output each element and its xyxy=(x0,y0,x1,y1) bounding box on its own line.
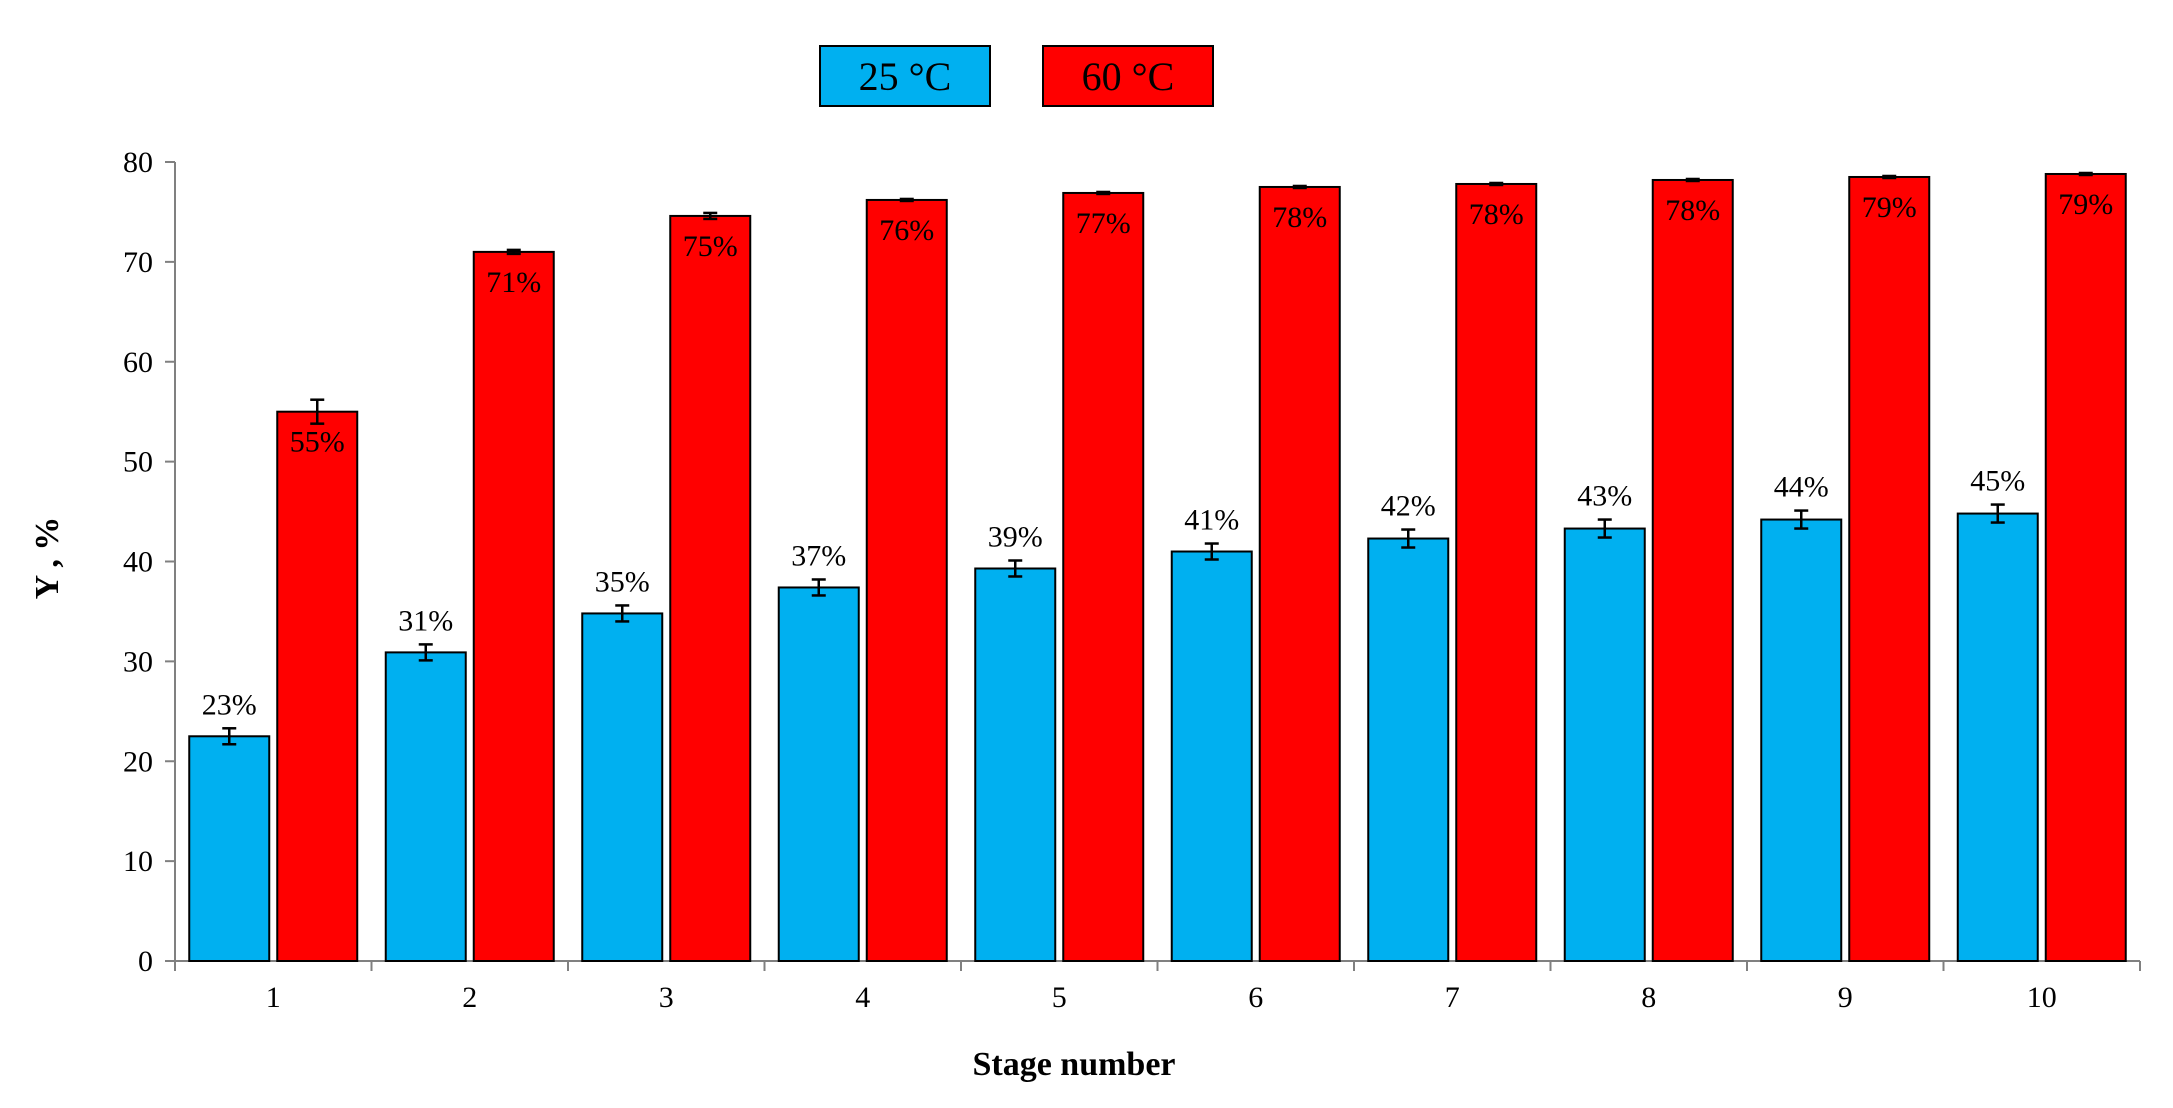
data-label-series1: 23% xyxy=(202,688,257,721)
x-axis: 1 2 3 4 5 6 7 8 9 10 xyxy=(174,960,2141,1014)
bar-series2-1 xyxy=(276,410,359,962)
data-label-series2: 71% xyxy=(486,266,541,299)
data-label-series1: 43% xyxy=(1577,480,1632,513)
data-label-series1: 45% xyxy=(1970,465,2025,498)
x-tick-label: 7 xyxy=(1445,981,1460,1014)
bar-series1-9 xyxy=(1760,518,1843,962)
x-tick-label: 2 xyxy=(462,981,477,1014)
x-tick-label: 10 xyxy=(2027,981,2057,1014)
bar-series2-4 xyxy=(865,198,948,962)
data-label-series2: 76% xyxy=(879,214,934,247)
bar-series2-10 xyxy=(2044,172,2127,963)
bar-series1-4 xyxy=(777,586,860,963)
data-label-series2: 77% xyxy=(1076,207,1131,240)
y-tick-label: 30 xyxy=(123,645,153,678)
x-tick-label: 6 xyxy=(1248,981,1263,1014)
bar-series1-6 xyxy=(1170,550,1253,962)
legend-label-2: 60 °C xyxy=(1082,54,1175,99)
bar-series2-8 xyxy=(1651,178,1734,963)
data-label-series1: 39% xyxy=(988,521,1043,554)
data-label-series2: 79% xyxy=(1862,191,1917,224)
bar-series1-2 xyxy=(384,651,467,962)
bar-series2-9 xyxy=(1848,175,1931,962)
y-tick-label: 50 xyxy=(123,446,153,479)
legend-label-1: 25 °C xyxy=(859,54,952,99)
data-label-series1: 42% xyxy=(1381,490,1436,523)
y-tick-label: 0 xyxy=(138,945,153,978)
legend: 25 °C 60 °C xyxy=(819,45,1214,107)
bar-series1-10 xyxy=(1956,512,2039,962)
bar-series2-5 xyxy=(1062,191,1145,962)
data-labels: 23% 55% 31% 71% 35% 75% 37% 76% 39% 77% 41% 78% 42% 7… xyxy=(202,188,2114,721)
data-label-series1: 41% xyxy=(1184,504,1239,537)
x-tick-label: 3 xyxy=(659,981,674,1014)
data-label-series2: 55% xyxy=(290,426,345,459)
data-label-series1: 31% xyxy=(398,604,453,637)
y-tick-label: 20 xyxy=(123,745,153,778)
y-axis-title: Y , % xyxy=(29,517,66,600)
data-label-series2: 78% xyxy=(1665,194,1720,227)
data-label-series2: 78% xyxy=(1469,198,1524,231)
data-label-series2: 75% xyxy=(683,230,738,263)
y-tick-label: 10 xyxy=(123,845,153,878)
legend-swatch-1 xyxy=(819,45,991,107)
data-label-series2: 78% xyxy=(1272,201,1327,234)
x-tick-label: 8 xyxy=(1641,981,1656,1014)
bars xyxy=(188,171,2127,963)
data-label-series1: 44% xyxy=(1774,471,1829,504)
x-tick-label: 1 xyxy=(266,981,281,1014)
x-tick-label: 5 xyxy=(1052,981,1067,1014)
bar-series2-2 xyxy=(472,250,555,962)
y-axis: 0 10 20 30 40 50 60 70 80 xyxy=(123,146,176,978)
y-tick-label: 40 xyxy=(123,546,153,579)
legend-swatch-2 xyxy=(1042,45,1214,107)
y-tick-label: 70 xyxy=(123,246,153,279)
bar-series1-5 xyxy=(974,567,1057,963)
bar-series2-6 xyxy=(1258,185,1341,962)
x-axis-title: Stage number xyxy=(972,1046,1175,1083)
bar-series1-3 xyxy=(581,612,664,962)
x-tick-label: 4 xyxy=(855,981,870,1014)
x-tick-label: 9 xyxy=(1838,981,1853,1014)
bar-series2-3 xyxy=(669,214,752,962)
data-label-series1: 37% xyxy=(791,539,846,572)
data-label-series1: 35% xyxy=(595,565,650,598)
bar-series1-8 xyxy=(1563,527,1646,962)
y-tick-label: 80 xyxy=(123,146,153,179)
bar-series1-7 xyxy=(1367,537,1450,962)
y-tick-label: 60 xyxy=(123,346,153,379)
bar-series1-1 xyxy=(188,735,271,962)
bar-series2-7 xyxy=(1455,182,1538,963)
data-label-series2: 79% xyxy=(2058,188,2113,221)
